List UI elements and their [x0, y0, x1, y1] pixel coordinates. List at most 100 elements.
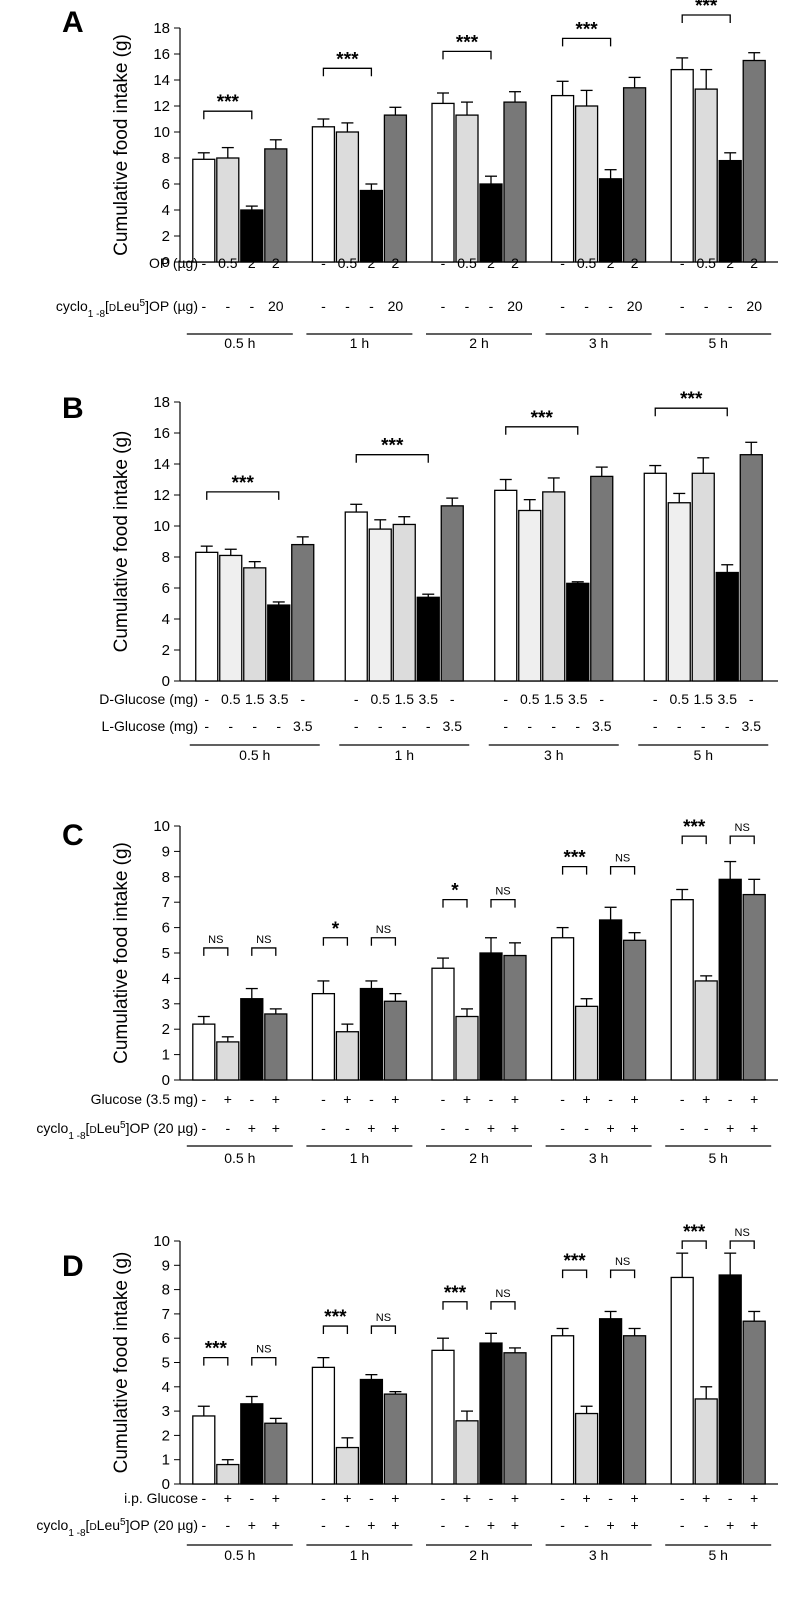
bar	[431, 967, 455, 1081]
significance-label: NS	[615, 853, 630, 865]
significance-label: ***	[324, 1307, 347, 1328]
condition-row-label: i.p. Glucose	[124, 1490, 198, 1506]
bar	[311, 126, 336, 263]
significance-label: ***	[680, 389, 703, 410]
condition-value: -	[369, 1490, 374, 1506]
bar	[694, 88, 718, 263]
condition-value: -	[704, 1517, 709, 1533]
condition-value: -	[584, 298, 589, 314]
condition-value: -	[249, 1490, 254, 1506]
condition-value: -	[725, 718, 730, 734]
panel-letter-C: C	[62, 819, 84, 852]
y-tick-label: 10	[153, 518, 170, 535]
bar	[240, 1403, 264, 1485]
significance-bracket	[729, 835, 755, 845]
bar	[742, 893, 766, 1081]
group-label: 0.5 h	[239, 747, 270, 763]
condition-value: +	[391, 1517, 399, 1533]
y-tick-label: 0	[162, 254, 170, 271]
bar	[243, 567, 267, 682]
condition-value: 2	[511, 255, 519, 271]
group-label: 5 h	[708, 1547, 727, 1563]
bar	[455, 1420, 479, 1485]
bar	[219, 554, 243, 682]
y-tick-label: 6	[162, 176, 170, 193]
bar	[667, 502, 691, 682]
condition-value: -	[321, 255, 326, 271]
condition-value: -	[560, 1091, 565, 1107]
condition-value: -	[560, 1517, 565, 1533]
significance-label: ***	[217, 92, 240, 113]
bar	[622, 939, 647, 1081]
bar	[503, 101, 527, 263]
bar	[739, 454, 763, 682]
y-tick-label: 4	[162, 970, 170, 987]
condition-row-label: cyclo1 -8[DLeu5]OP (µg)	[56, 298, 198, 320]
y-tick-label: 8	[162, 150, 170, 167]
condition-value: -	[680, 298, 685, 314]
condition-value: 1.5	[544, 691, 564, 707]
condition-value: +	[750, 1490, 758, 1506]
y-tick-label: 8	[162, 549, 170, 566]
condition-value: +	[726, 1120, 734, 1136]
significance-bracket	[490, 899, 516, 908]
condition-row-label: Glucose (3.5 mg)	[91, 1091, 198, 1107]
significance-label: NS	[615, 1256, 630, 1268]
bar	[455, 114, 479, 263]
condition-value: +	[511, 1517, 519, 1533]
condition-value: 0.5	[371, 691, 391, 707]
significance-label: NS	[735, 822, 750, 834]
y-tick-label: 16	[153, 425, 170, 442]
condition-value: -	[653, 718, 658, 734]
bar	[359, 189, 384, 263]
bar	[598, 178, 623, 263]
condition-value: -	[369, 1091, 374, 1107]
condition-value: 0.5	[221, 691, 241, 707]
condition-value: +	[511, 1490, 519, 1506]
bar	[542, 491, 566, 682]
bar	[670, 68, 694, 263]
condition-value: -	[441, 1120, 446, 1136]
significance-bracket	[251, 1356, 277, 1366]
group-label: 3 h	[589, 1150, 608, 1166]
y-tick-label: 2	[162, 642, 170, 659]
condition-value: 2	[726, 255, 734, 271]
condition-value: -	[345, 298, 350, 314]
condition-value: 3.5	[742, 718, 762, 734]
condition-value: -	[560, 1120, 565, 1136]
condition-value: 0.5	[577, 255, 597, 271]
group-label: 1 h	[350, 335, 369, 351]
significance-label: NS	[256, 1344, 271, 1356]
group-label: 2 h	[469, 1150, 488, 1166]
significance-bracket	[322, 1325, 349, 1335]
condition-value: -	[204, 691, 209, 707]
significance-bracket	[561, 37, 612, 47]
y-tick-label: 16	[153, 46, 170, 63]
condition-value: -	[680, 255, 685, 271]
condition-value: +	[487, 1120, 495, 1136]
significance-bracket	[322, 937, 349, 946]
condition-value: -	[608, 1091, 613, 1107]
condition-value: 0.5	[218, 255, 238, 271]
y-axis-label: Cumulative food intake (g)	[111, 34, 132, 256]
condition-value: -	[321, 1120, 326, 1136]
bar	[590, 475, 614, 682]
condition-value: 3.5	[419, 691, 439, 707]
significance-bracket	[442, 1301, 468, 1310]
bar	[431, 1349, 455, 1485]
bar	[216, 157, 240, 263]
bar	[392, 523, 416, 682]
condition-value: +	[343, 1091, 351, 1107]
bar	[715, 571, 739, 682]
significance-bracket	[729, 1240, 755, 1249]
condition-value: -	[728, 1091, 733, 1107]
significance-label: NS	[376, 924, 391, 936]
bar	[742, 1320, 766, 1485]
y-tick-label: 2	[162, 228, 170, 245]
y-tick-label: 5	[162, 1355, 170, 1372]
y-tick-label: 18	[153, 394, 170, 411]
y-axis-label: Cumulative food intake (g)	[111, 842, 132, 1064]
condition-value: -	[228, 718, 233, 734]
group-label: 1 h	[350, 1547, 369, 1563]
